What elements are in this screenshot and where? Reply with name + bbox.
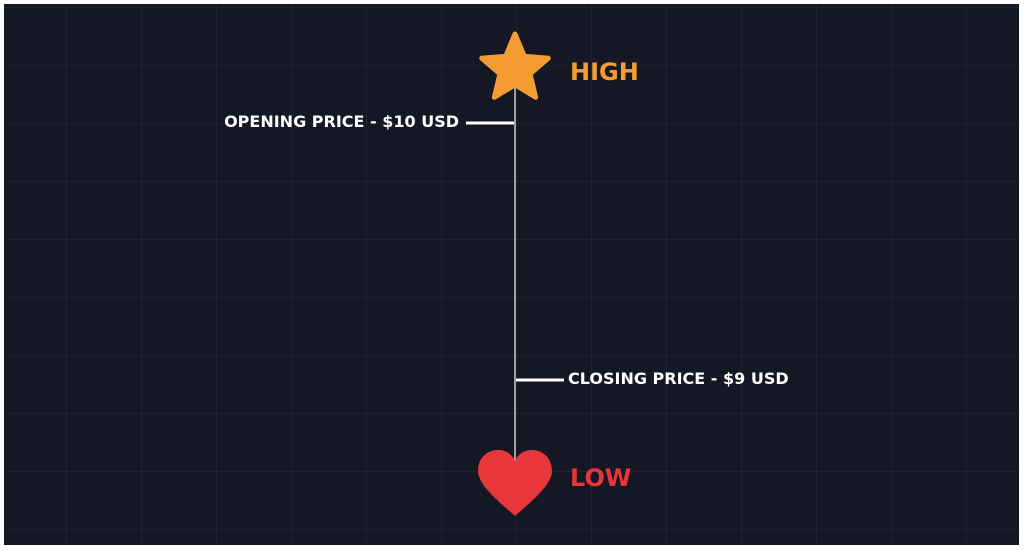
low-label: LOW (570, 464, 632, 492)
diagram-graphic (466, 31, 564, 516)
opening-price-label: OPENING PRICE - $10 USD (224, 112, 459, 131)
heart-icon (478, 450, 552, 516)
high-label: HIGH (570, 58, 639, 86)
closing-price-label: CLOSING PRICE - $9 USD (568, 369, 789, 388)
candlestick-diagram: HIGH LOW OPENING PRICE - $10 USD CLOSING… (4, 4, 1019, 545)
star-icon (479, 31, 551, 100)
